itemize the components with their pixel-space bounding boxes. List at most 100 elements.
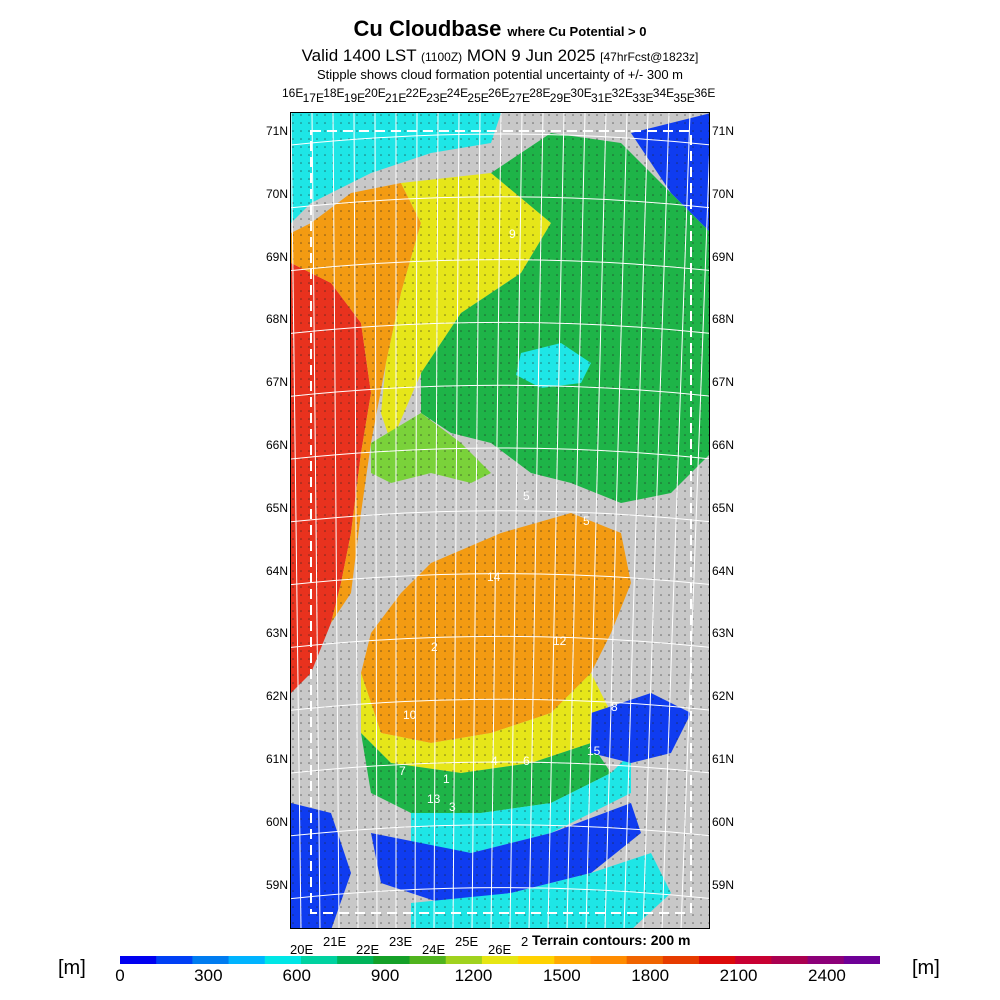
longitude-line [547,113,565,928]
colorbar-swatch [735,956,772,964]
colorbar-swatch [518,956,555,964]
lon-top-label: 33E [632,91,654,105]
contour-label: 14 [487,570,501,584]
lat-right-label: 69N [712,249,735,264]
latitude-line [291,635,709,648]
cloudbase-map: 9 5 14 2 12 10 8 4 6 15 7 113 3 5 [291,113,709,928]
lat-right-label: 64N [712,563,735,578]
lat-left-label: 71N [265,124,288,138]
contour-label: 6 [523,754,530,768]
colorbar-swatch [300,956,338,964]
lon-bottom-label: 25E [455,934,479,949]
longitude-line [433,113,439,928]
lon-top-label: 28E [529,86,551,100]
longitude-line [642,113,670,928]
colorbar-swatch [445,956,483,964]
contour-label: 3 [449,800,456,814]
lon-top-label: 23E [426,91,448,105]
lat-right-label: 67N [712,375,735,390]
colorbar-swatch [626,956,664,964]
lat-left-label: 65N [265,500,288,515]
latitude-line [291,384,709,397]
lat-left-label: 59N [265,877,288,892]
graticule [291,113,709,928]
colorbar-swatch [192,956,230,964]
lon-top-label: 17E [302,91,324,105]
lat-right-label: 59N [712,877,735,892]
longitude-line [471,113,481,928]
lon-top-label: 36E [694,86,716,100]
lat-right-label: 66N [712,438,735,452]
colorbar-swatch [373,956,411,964]
lat-left-label: 64N [265,563,288,578]
lon-top-label: 27E [508,91,530,105]
colorbar-unit-left: [m] [58,957,86,979]
latitude-line [291,321,709,334]
lon-top-label: 26E [488,86,510,100]
lon-top-label: 32E [611,86,633,100]
longitude-line [374,113,378,928]
colorbar-swatch [843,956,880,964]
lat-right-label: 71N [712,124,735,138]
longitude-line [490,113,502,928]
colorbar-tick-label: 2400 [808,966,846,985]
lon-top-label: 35E [673,91,695,105]
longitude-line [680,153,709,928]
contour-label: 5 [523,489,530,503]
chart-title: Cu Cloudbase where Cu Potential > 0 [0,16,1000,42]
lon-bottom-label: 22E [356,942,380,957]
lon-top-label: 20E [364,86,386,100]
lon-top-label: 22E [405,86,427,100]
longitude-line [332,113,340,928]
lat-left-label: 67N [265,375,288,390]
colorbar-swatch [409,956,447,964]
lat-left-label: 68N [265,312,288,327]
longitude-line [509,113,523,928]
longitude-line [604,113,628,928]
terrain-note: Terrain contours: 200 m [532,932,691,948]
longitude-line [661,113,691,928]
lat-right-label: 60N [712,814,735,829]
longitude-line [291,113,302,928]
latitude-line [291,259,709,272]
stipple-note: Stipple shows cloud formation potential … [316,67,683,82]
stipple-overlay [291,113,709,928]
lat-left-label: 70N [265,186,288,201]
lon-top-label: 25E [467,91,489,105]
map-panel: 9 5 14 2 12 10 8 4 6 15 7 1 13 3 5 [290,112,710,929]
lon-top-label: 31E [591,91,613,105]
lat-right-label: 63N [712,626,735,641]
longitude-line [528,113,544,928]
lat-right-label: 62N [712,689,735,704]
colorbar-swatch [807,956,845,964]
colorbar-tick-label: 1500 [542,966,581,985]
title-qualifier: where Cu Potential > 0 [507,24,647,39]
colorbar-tick-label: 2100 [719,966,758,985]
contour-label: 9 [509,227,516,241]
colorbar-tick-label: 300 [194,966,223,985]
lon-bottom-label: 26E [488,942,512,957]
colorbar-swatch [554,956,591,964]
lat-right-label: 68N [712,312,735,327]
lon-top-label: 34E [652,86,675,100]
contour-label: 5 [583,514,590,528]
latitude-line [291,887,709,900]
colorbar-swatch [337,956,374,964]
lon-bottom-label: 24E [422,942,446,957]
contour-labels: 9 5 14 2 12 10 8 4 6 15 7 113 3 5 [399,227,618,814]
lon-bottom-label: 23E [389,934,413,949]
lon-bottom-label: 2 [521,934,529,949]
valid-time-line: Valid 1400 LST (1100Z) MON 9 Jun 2025 [4… [0,46,1000,66]
colorbar-tick-label: 1800 [631,966,670,985]
colorbar-tick-label: 0 [115,966,125,985]
valid-utc: (1100Z) [421,50,463,64]
colorbar [120,956,880,964]
lat-right-label: 65N [712,500,735,515]
colorbar-tick-label: 600 [282,966,311,985]
longitude-line [452,113,460,928]
contour-label: 7 [399,764,406,778]
lat-left-label: 62N [265,689,288,704]
contour-label: 8 [611,700,618,714]
colorbar-swatch [662,956,700,964]
colorbar-swatch [481,956,519,964]
